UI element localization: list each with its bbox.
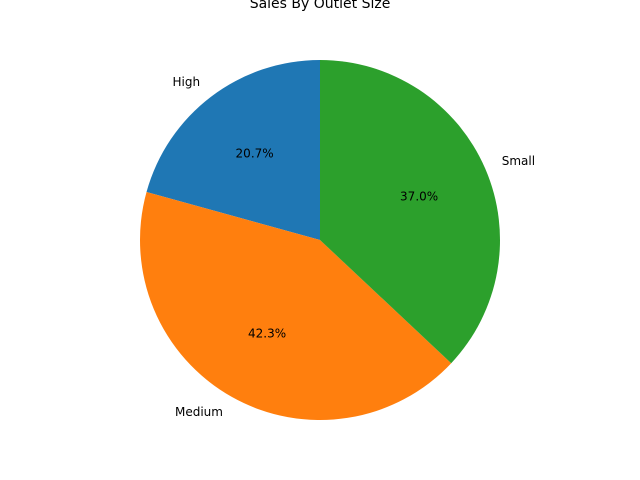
slice-percent-medium: 42.3% — [248, 327, 286, 341]
slice-label-small: Small — [502, 154, 535, 168]
chart-title: Sales By Outlet Size — [250, 0, 391, 12]
slice-label-medium: Medium — [175, 405, 223, 419]
slice-label-high: High — [173, 75, 201, 89]
pie-labels: High 20.7% Medium 42.3% Small 37.0% — [173, 75, 536, 419]
pie-slices — [140, 60, 500, 420]
slice-percent-high: 20.7% — [236, 147, 274, 161]
pie-slice-small — [320, 60, 500, 364]
slice-percent-small: 37.0% — [400, 190, 438, 204]
pie-slice-medium — [140, 191, 452, 420]
pie-slice-high — [146, 60, 320, 240]
